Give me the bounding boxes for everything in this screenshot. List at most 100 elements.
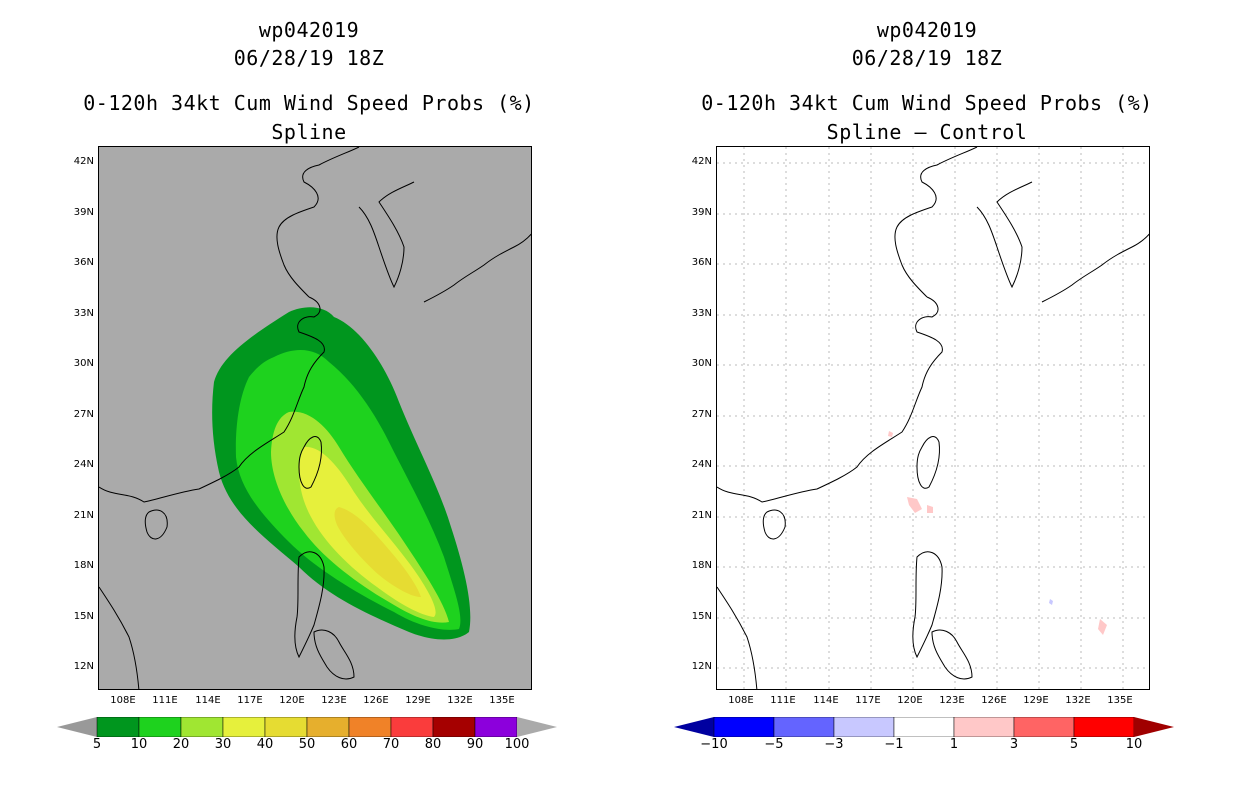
lat-label: 30N — [73, 358, 94, 369]
colorbar-label: 100 — [504, 737, 530, 752]
colorbar-label: 10 — [1125, 737, 1143, 752]
colorbar-under-triangle — [674, 717, 714, 737]
lat-label: 21N — [691, 510, 712, 521]
colorbar-swatch — [773, 717, 835, 737]
right-coastlines — [717, 147, 1149, 689]
colorbar-label: −3 — [824, 737, 844, 752]
colorbar-swatch — [264, 717, 308, 737]
lon-label: 117E — [855, 695, 881, 706]
colorbar-under-triangle — [57, 717, 97, 737]
colorbar-swatch — [953, 717, 1015, 737]
colorbar-swatch — [432, 717, 476, 737]
right-datetime: 06/28/19 18Z — [851, 46, 1003, 70]
colorbar-label: 70 — [382, 737, 400, 752]
lon-label: 126E — [363, 695, 389, 706]
left-subtitle: 0-120h 34kt Cum Wind Speed Probs (%) — [83, 91, 535, 115]
colorbar-label: 5 — [92, 737, 102, 752]
diff-patch-positive — [1098, 619, 1107, 635]
lat-label: 18N — [691, 560, 712, 571]
right-storm-id: wp042019 — [876, 18, 978, 42]
lat-label: 42N — [73, 156, 94, 167]
lat-label: 15N — [73, 611, 94, 622]
right-map — [716, 146, 1150, 690]
colorbar-over-triangle — [1134, 717, 1174, 737]
colorbar-swatch — [1073, 717, 1135, 737]
colorbar-swatch — [893, 717, 955, 737]
colorbar-swatch — [833, 717, 895, 737]
colorbar-swatch — [138, 717, 182, 737]
lon-label: 108E — [728, 695, 754, 706]
lon-label: 111E — [152, 695, 178, 706]
lat-label: 36N — [73, 257, 94, 268]
lon-label: 114E — [195, 695, 221, 706]
lat-label: 21N — [73, 510, 94, 521]
lon-label: 132E — [447, 695, 473, 706]
left-datetime: 06/28/19 18Z — [233, 46, 385, 70]
lat-label: 36N — [691, 257, 712, 268]
right-grid — [717, 147, 1149, 689]
colorbar-label: −10 — [700, 737, 728, 752]
lon-label: 114E — [813, 695, 839, 706]
colorbar-swatch — [474, 717, 518, 737]
lon-label: 123E — [939, 695, 965, 706]
left-storm-id: wp042019 — [258, 18, 360, 42]
colorbar-label: 80 — [424, 737, 442, 752]
lon-label: 120E — [279, 695, 305, 706]
left-panel: wp042019 06/28/19 18Z 0-120h 34kt Cum Wi… — [57, 18, 557, 752]
left-product: Spline — [271, 120, 347, 144]
diff-patch-positive — [907, 497, 922, 513]
diff-patch-positive — [888, 431, 893, 437]
left-map — [98, 146, 532, 690]
lat-label: 33N — [73, 308, 94, 319]
lat-label: 18N — [73, 560, 94, 571]
lat-label: 39N — [73, 207, 94, 218]
colorbar-label: 20 — [172, 737, 190, 752]
right-subtitle: 0-120h 34kt Cum Wind Speed Probs (%) — [701, 91, 1153, 115]
lon-label: 108E — [110, 695, 136, 706]
lon-label: 111E — [770, 695, 796, 706]
lat-label: 27N — [73, 409, 94, 420]
lon-label: 117E — [237, 695, 263, 706]
colorbar-label: −5 — [764, 737, 784, 752]
colorbar-swatch — [348, 717, 392, 737]
lat-label: 12N — [691, 661, 712, 672]
colorbar-label: 40 — [256, 737, 274, 752]
diff-patch-positive — [927, 505, 933, 513]
colorbar-label: −1 — [884, 737, 904, 752]
lon-label: 132E — [1065, 695, 1091, 706]
right-map-svg — [717, 147, 1149, 689]
colorbar-label: 1 — [949, 737, 959, 752]
left-map-svg — [99, 147, 531, 689]
lat-label: 24N — [73, 459, 94, 470]
right-product: Spline – Control — [826, 120, 1028, 144]
right-colorbar — [674, 717, 1174, 737]
left-coastlines — [99, 147, 531, 689]
colorbar-label: 30 — [214, 737, 232, 752]
prob-40-contour — [334, 507, 421, 597]
colorbar-swatch — [713, 717, 775, 737]
colorbar-swatch — [1013, 717, 1075, 737]
colorbar-swatch — [306, 717, 350, 737]
lon-label: 123E — [321, 695, 347, 706]
colorbar-label: 3 — [1009, 737, 1019, 752]
lon-label: 135E — [489, 695, 515, 706]
colorbar-over-triangle — [517, 717, 557, 737]
colorbar-swatch — [390, 717, 434, 737]
lon-label: 120E — [897, 695, 923, 706]
lat-label: 30N — [691, 358, 712, 369]
colorbar-label: 90 — [466, 737, 484, 752]
lat-label: 33N — [691, 308, 712, 319]
colorbar-swatch — [96, 717, 140, 737]
lat-label: 12N — [73, 661, 94, 672]
lon-label: 126E — [981, 695, 1007, 706]
lon-label: 129E — [1023, 695, 1049, 706]
colorbar-swatch — [180, 717, 224, 737]
colorbar-label: 5 — [1069, 737, 1079, 752]
lat-label: 42N — [691, 156, 712, 167]
lat-label: 24N — [691, 459, 712, 470]
left-colorbar — [57, 717, 557, 737]
right-panel: wp042019 06/28/19 18Z 0-120h 34kt Cum Wi… — [618, 0, 1236, 800]
colorbar-label: 10 — [130, 737, 148, 752]
colorbar-label: 60 — [340, 737, 358, 752]
lat-label: 15N — [691, 611, 712, 622]
